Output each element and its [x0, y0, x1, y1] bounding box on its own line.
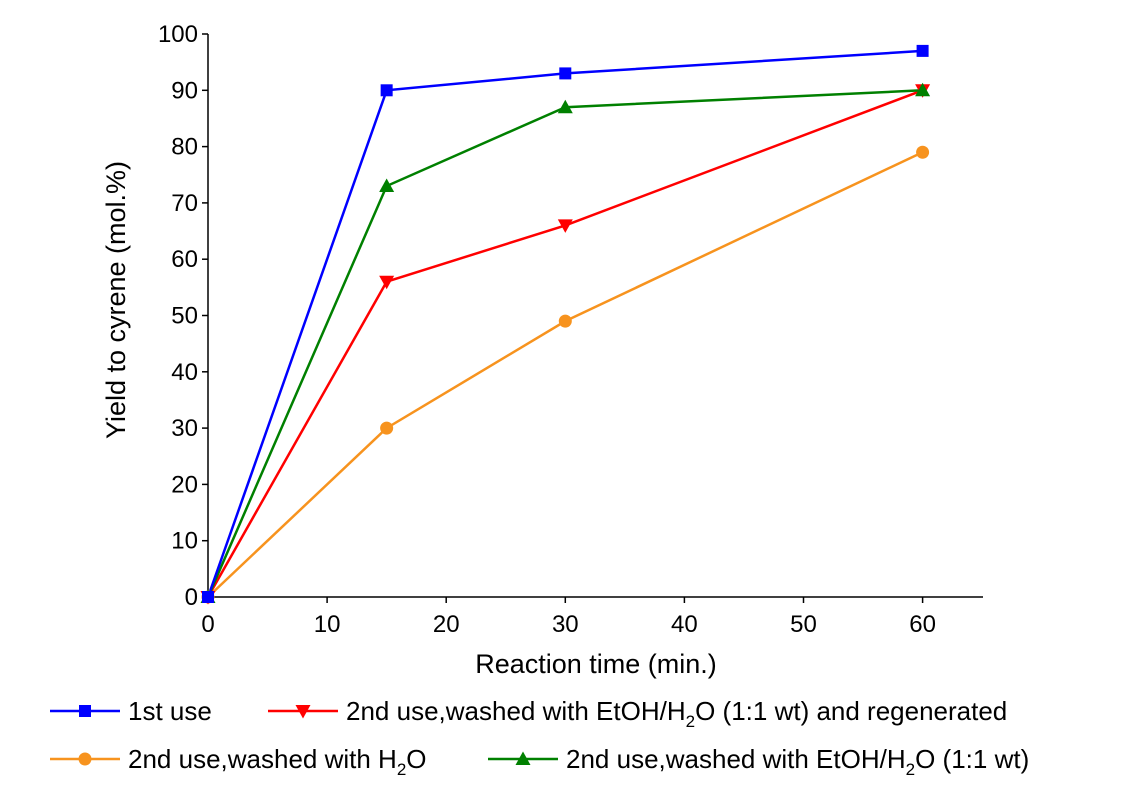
- legend-marker: [515, 751, 531, 765]
- axes: 0 10 20 30 40 50 60 70 80 90 100 0 10 20 30 40 50 60: [158, 21, 983, 638]
- series-line: [206, 49, 923, 598]
- y-tick-label: 90: [171, 77, 198, 104]
- data-point: [558, 314, 572, 328]
- legend-label: 2nd use,washed with EtOH/H2O (1:1 wt) an…: [346, 696, 1007, 731]
- y-axis-title: Yield to cyrene (mol.%): [101, 161, 131, 439]
- y-tick-label: 80: [171, 134, 198, 161]
- x-tick-label: 20: [433, 611, 460, 638]
- data-point: [380, 421, 394, 435]
- y-tick-label: 30: [171, 415, 198, 442]
- data-point: [915, 82, 931, 97]
- y-tick-label: 40: [171, 359, 198, 386]
- x-tick-label: 50: [790, 611, 817, 638]
- legend-marker: [79, 705, 91, 717]
- y-tick-label: 0: [185, 584, 198, 611]
- legend: 1st use 2nd use,washed with EtOH/H2O (1:1…: [50, 696, 1029, 779]
- y-tick-label: 10: [171, 528, 198, 555]
- data-point: [916, 145, 930, 159]
- data-point: [380, 84, 393, 97]
- legend-label: 2nd use,washed with EtOH/H2O (1:1 wt): [566, 744, 1029, 779]
- series-line: [207, 151, 924, 598]
- y-tick-label: 60: [171, 246, 198, 273]
- plot-area: [200, 44, 931, 605]
- data-point: [916, 44, 929, 57]
- data-point: [557, 99, 573, 114]
- legend-marker: [78, 752, 92, 766]
- legend-marker: [295, 705, 311, 719]
- data-point: [379, 178, 395, 193]
- x-tick-label: 60: [909, 611, 936, 638]
- data-point: [559, 67, 572, 80]
- legend-label: 2nd use,washed with H2O: [128, 744, 427, 779]
- x-axis-title: Reaction time (min.): [475, 649, 717, 679]
- data-point: [379, 275, 395, 290]
- x-tick-label: 10: [314, 611, 341, 638]
- data-point: [202, 591, 214, 603]
- series-line: [206, 89, 923, 598]
- y-tick-label: 100: [158, 21, 198, 48]
- y-tick-label: 70: [171, 190, 198, 217]
- data-point: [557, 219, 573, 233]
- y-tick-label: 20: [171, 471, 198, 498]
- series-line: [206, 89, 924, 598]
- x-tick-label: 0: [201, 611, 214, 638]
- x-tick-label: 40: [671, 611, 698, 638]
- y-tick-label: 50: [171, 303, 198, 330]
- legend-label: 1st use: [128, 696, 212, 726]
- x-tick-label: 30: [552, 611, 579, 638]
